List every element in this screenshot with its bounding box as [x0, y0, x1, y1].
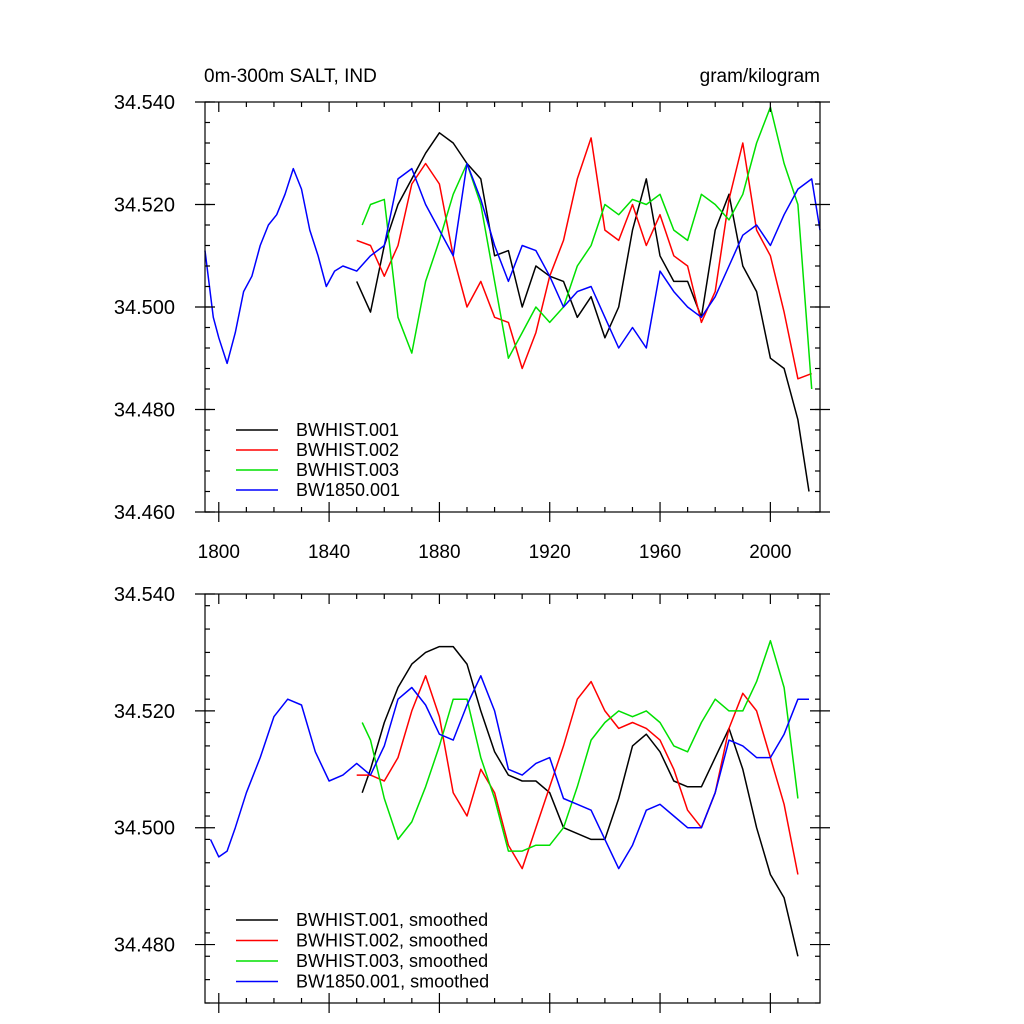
top-y-tick-label: 34.480	[114, 400, 175, 422]
top-x-tick-label: 1880	[418, 542, 460, 563]
top-y-tick-label: 34.460	[114, 502, 175, 524]
top-y-tick-label: 34.520	[114, 195, 175, 217]
top-y-tick-label: 34.500	[114, 297, 175, 319]
bottom-plot-frame	[204, 593, 821, 1004]
bottom-series-line-1	[361, 645, 799, 957]
top-series-line-2	[356, 137, 812, 380]
bottom-y-tick-label: 34.480	[114, 935, 175, 957]
top-series-line-3	[361, 106, 813, 390]
top-legend-label-1: BWHIST.001	[296, 420, 399, 440]
bottom-series-line-3	[361, 639, 799, 852]
top-x-tick-label: 1800	[198, 542, 240, 563]
bottom-y-tick-label: 34.520	[114, 701, 175, 723]
bottom-series-line-4	[209, 675, 809, 870]
top-legend-label-4: BW1850.001	[296, 480, 400, 500]
top-x-tick-label: 2000	[749, 542, 791, 563]
top-legend-label-2: BWHIST.002	[296, 440, 399, 460]
bottom-y-tick-label: 34.500	[114, 818, 175, 840]
bottom-legend-label-4: BW1850.001, smoothed	[296, 972, 489, 992]
chart-title: 0m-300m SALT, IND	[204, 66, 377, 87]
top-x-tick-label: 1920	[529, 542, 571, 563]
top-x-tick-label: 1840	[308, 542, 350, 563]
bottom-panel: 34.480 34.500 34.520 34.540 BWHIST.001, smoo…	[114, 584, 830, 1013]
top-series-line-1	[356, 132, 810, 492]
top-series-line-4	[204, 162, 821, 365]
top-y-tick-label: 34.540	[114, 92, 175, 114]
bottom-series-line-2	[356, 675, 799, 875]
bottom-legend-label-3: BWHIST.003, smoothed	[296, 951, 488, 971]
bottom-y-tick-label: 34.540	[114, 584, 175, 606]
bottom-legend-label-1: BWHIST.001, smoothed	[296, 910, 488, 930]
top-panel: 0m-300m SALT, IND gram/kilogram 1800 1840…	[114, 66, 830, 563]
top-legend-label-3: BWHIST.003	[296, 460, 399, 480]
chart-units: gram/kilogram	[700, 66, 820, 87]
bottom-legend-label-2: BWHIST.002, smoothed	[296, 931, 488, 951]
top-x-tick-label: 1960	[639, 542, 681, 563]
